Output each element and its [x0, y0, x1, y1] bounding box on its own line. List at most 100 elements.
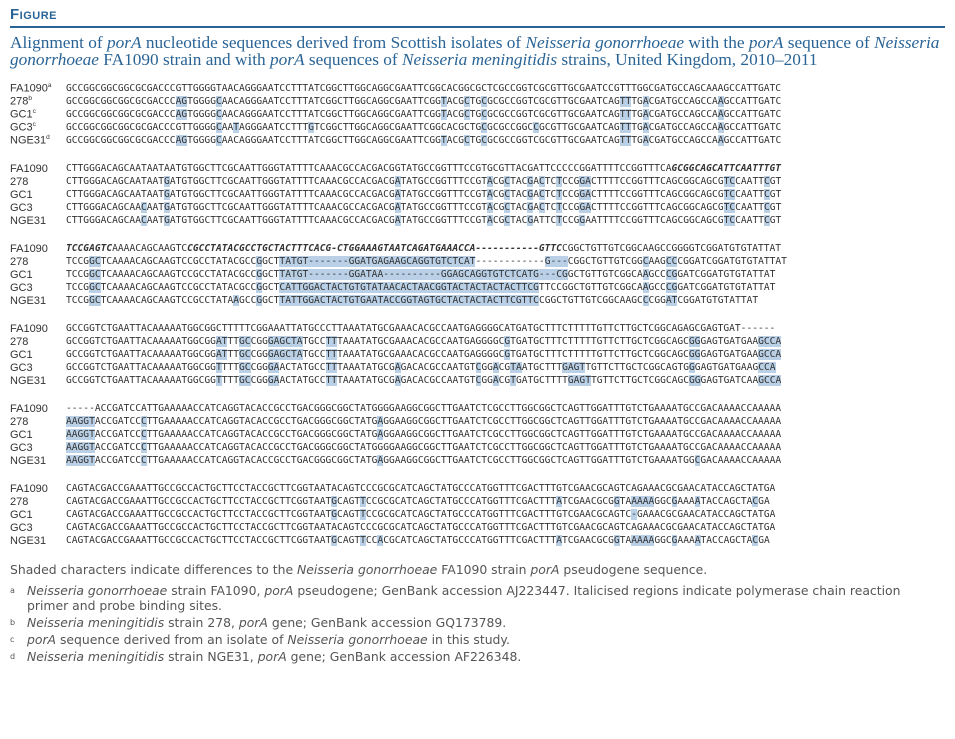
difference-highlight: G--- [544, 256, 568, 267]
text-run: sequences of [304, 50, 402, 69]
strain-name: GC3 [10, 201, 33, 214]
difference-highlight: GCCA [758, 375, 782, 386]
nucleotide-sequence: CTTGGGACAGCAATAATGATGTGGCTTCGCAATTGGGTAT… [66, 176, 782, 187]
nucleotide-sequence: CTTGGGACAGCAACAATGATGTGGCTTCGCAATTGGGTAT… [66, 215, 782, 226]
strain-name: NGE31 [10, 214, 47, 227]
difference-highlight: GC [239, 375, 251, 386]
difference-highlight: A [377, 429, 384, 440]
strain-name: GC3 [10, 281, 33, 294]
difference-highlight: A [394, 189, 401, 200]
difference-highlight: AAAA [631, 535, 655, 546]
difference-highlight: C [140, 202, 147, 213]
strain-name: GC1 [10, 268, 33, 281]
nucleotide-sequence: CTTGGGACAGCAATAATAATGTGGCTTCGCAATTGGGTAT… [66, 163, 782, 174]
difference-highlight: T [440, 135, 447, 146]
strain-name: 278 [10, 175, 29, 188]
strain-label: NGE31 [10, 455, 66, 467]
footnote-text: Neisseria meningitidis strain 278, porA … [27, 615, 506, 630]
difference-highlight: TT [619, 135, 632, 146]
difference-highlight: AT [665, 295, 678, 306]
nucleotide-sequence: TCCGGCTCAAAACAGCAAGTCCGCCTATACGCCGGCTTAT… [66, 269, 776, 280]
italic-term: porA [238, 615, 268, 630]
difference-highlight: C [764, 202, 770, 213]
figure-caption: Alignment of porA nucleotide sequences d… [10, 34, 945, 68]
strain-name: FA1090 [10, 242, 48, 255]
difference-highlight: GC [89, 295, 101, 306]
italic-term: Neisseria gonorrhoeae [287, 632, 428, 647]
strain-name: GC3 [10, 441, 33, 454]
difference-highlight: TT [325, 362, 338, 373]
difference-highlight: G [256, 256, 263, 267]
difference-highlight: G [613, 535, 620, 546]
footnote-ref: d [46, 134, 50, 142]
difference-highlight: A [492, 375, 499, 386]
difference-highlight: TC [723, 176, 736, 187]
difference-highlight: GA [579, 176, 591, 187]
strain-name: FA1090 [10, 482, 48, 495]
alignment-block: FA1090 GCCGGTCTGAATTACAAAAATGGCGGCTTTTTCG… [10, 322, 945, 387]
alignment-row: GC1 GCCGGTCTGAATTACAAAAATGGCGGATTTGCCGGGA… [10, 348, 945, 361]
difference-highlight: A [377, 455, 384, 466]
footnote: c porA sequence derived from an isolate o… [10, 632, 945, 647]
nucleotide-sequence: CAGTACGACCGAAATTGCCGCCACTGCTTCCTACCGCTTC… [66, 535, 770, 546]
difference-highlight: A [487, 189, 493, 200]
difference-highlight: GAGT [562, 362, 586, 373]
italic-term: porA [27, 632, 57, 647]
difference-highlight: G [331, 496, 338, 507]
footnote: b Neisseria meningitidis strain 278, porA… [10, 615, 945, 630]
difference-highlight: A [233, 295, 240, 306]
footnote-ref: c [32, 121, 36, 129]
difference-highlight: T [556, 189, 563, 200]
difference-highlight: G [671, 496, 678, 507]
difference-highlight: AT [215, 336, 228, 347]
nucleotide-sequence: CAGTACGACCGAAATTGCCGCCACTGCTTCCTACCGCTTC… [66, 496, 770, 507]
strain-label: 278 [10, 496, 66, 508]
italic-term: porA [264, 583, 294, 598]
italic-term: porA [270, 50, 305, 69]
nucleotide-sequence: TCCGGCTCAAAACAGCAAGTCCGCCTATACGCCGGCTTAT… [66, 256, 787, 267]
text-run: pseudogene sequence. [559, 562, 708, 577]
difference-highlight: A [377, 535, 384, 546]
difference-highlight: G [527, 176, 534, 187]
strain-name: 278 [10, 255, 29, 268]
text-run: gene; GenBank accession AF226348. [286, 649, 522, 664]
nucleotide-sequence: TCCGGCTCAAAACAGCAAGTCCGCCTATACGCCGGCTCAT… [66, 282, 776, 293]
italic-term: Neisseria gonorrhoeae [27, 583, 168, 598]
strain-label: GC3c [10, 121, 66, 134]
nucleotide-sequence: GCCGGCGGCGGCGCGACCCAGTGGGGCAACAGGGAATCCT… [66, 135, 782, 146]
difference-highlight: A [642, 96, 649, 107]
strain-label: GC3 [10, 202, 66, 214]
strain-name: FA1090 [10, 402, 48, 415]
difference-highlight: GC [89, 282, 101, 293]
alignment-block: FA1090 TCCGAGTCAAAACAGCAAGTCCGCCTATACGCCT… [10, 242, 945, 307]
strain-name: NGE31 [10, 294, 47, 307]
strain-name: GC1 [10, 508, 33, 521]
difference-highlight: CG [665, 269, 678, 280]
alignment-block: FA1090a GCCGGCGGCGGCGCGACCCGTTGGGGTAACAGG… [10, 82, 945, 147]
italic-term: Neisseria meningitidis [27, 615, 165, 630]
alignment-row: 278 CAGTACGACCGAAATTGCCGCCACTGCTTCCTACCGC… [10, 495, 945, 508]
difference-highlight: T [360, 535, 366, 546]
difference-highlight: C [140, 442, 147, 453]
strain-label: GC1 [10, 509, 66, 521]
difference-highlight: A [717, 109, 724, 120]
difference-highlight: C [215, 122, 222, 133]
nucleotide-sequence: CTTGGGACAGCAACAATGATGTGGCTTCGCAATTGGGTAT… [66, 202, 782, 213]
difference-highlight: C [140, 455, 147, 466]
alignment-row: NGE31 CAGTACGACCGAAATTGCCGCCACTGCTTCCTACC… [10, 534, 945, 547]
difference-highlight: GG [688, 336, 701, 347]
strain-name: GC3 [10, 121, 33, 134]
alignment-row: GC3 AAGGTACCGATCCCTTGAAAAACCATCAGGTACACCG… [10, 441, 945, 454]
alignment-row: NGE31 GCCGGTCTGAATTACAAAAATGGCGGTTTTGCCGG… [10, 374, 945, 387]
difference-highlight: TT [619, 122, 632, 133]
difference-highlight: TC [723, 189, 736, 200]
nucleotide-sequence: CTTGGGACAGCAATAATGATGTGGCTTCGCAATTGGGTAT… [66, 189, 782, 200]
italic-term: Neisseria gonorrhoeae [297, 562, 438, 577]
strain-name: GC3 [10, 361, 33, 374]
difference-highlight: T [510, 375, 516, 386]
difference-highlight: G [308, 122, 315, 133]
strain-label: FA1090 [10, 483, 66, 495]
nucleotide-sequence: CAGTACGACCGAAATTGCCGCCACTGCTTCCTACCGCTTC… [66, 522, 776, 533]
difference-highlight: G [164, 202, 170, 213]
difference-highlight: A [394, 362, 401, 373]
